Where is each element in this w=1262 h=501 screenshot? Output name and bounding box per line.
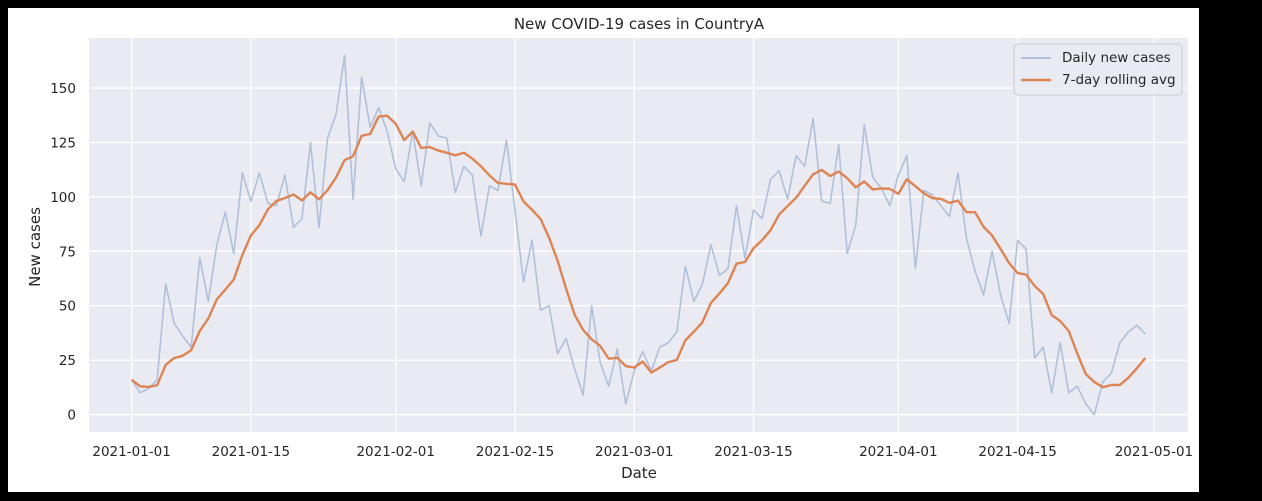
x-tick-label: 2021-02-15 [476, 444, 554, 460]
x-tick-label: 2021-01-15 [212, 444, 290, 460]
x-tick-label: 2021-03-15 [714, 444, 792, 460]
y-axis-label: New cases [26, 207, 44, 287]
plot-area [89, 38, 1188, 432]
x-tick-label: 2021-03-01 [595, 444, 673, 460]
legend: Daily new cases 7-day rolling avg [1013, 43, 1183, 96]
legend-box [1013, 43, 1183, 96]
x-tick-label: 2021-01-01 [92, 444, 170, 460]
legend-label-daily: Daily new cases [1062, 50, 1171, 66]
y-tick-label: 150 [50, 81, 76, 97]
x-tick-label: 2021-04-01 [859, 444, 937, 460]
chart-title: New COVID-19 cases in CountryA [514, 15, 765, 33]
y-tick-label: 75 [59, 244, 76, 260]
y-tick-label: 25 [59, 353, 76, 369]
x-axis-label: Date [621, 464, 657, 482]
x-tick-label: 2021-04-15 [978, 444, 1056, 460]
y-tick-label: 125 [50, 135, 76, 151]
x-tick-label: 2021-05-01 [1115, 444, 1193, 460]
y-tick-label: 100 [50, 190, 76, 206]
rolling-avg-line [130, 114, 1147, 389]
y-axis-ticks: 0 25 50 75 100 125 150 [50, 81, 76, 424]
series-lines [130, 54, 1147, 416]
y-tick-label: 50 [59, 299, 76, 315]
x-tick-label: 2021-02-01 [356, 444, 434, 460]
x-axis-ticks: 2021-01-01 2021-01-15 2021-02-01 2021-02-15… [92, 444, 1193, 460]
daily-cases-line [130, 54, 1146, 416]
y-tick-label: 0 [67, 408, 76, 424]
legend-label-rolling: 7-day rolling avg [1062, 72, 1176, 88]
